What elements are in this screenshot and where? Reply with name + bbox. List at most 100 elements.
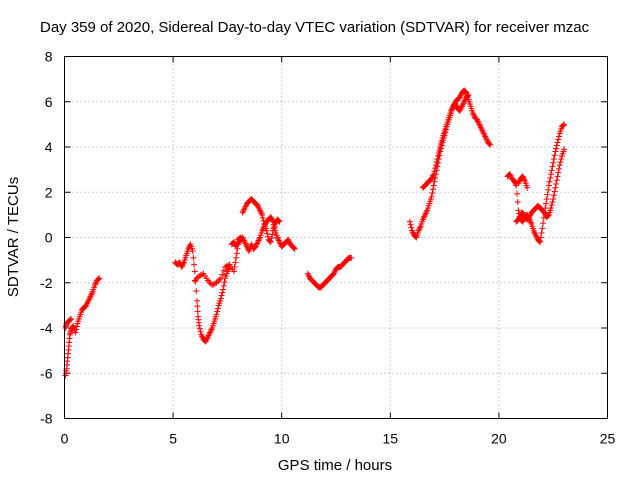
data-point — [514, 199, 521, 206]
data-point — [237, 234, 244, 241]
data-point — [537, 234, 544, 241]
data-point — [68, 315, 75, 322]
data-point — [548, 171, 555, 178]
data-point — [555, 165, 562, 172]
data-point — [432, 162, 439, 169]
data-point — [72, 329, 79, 336]
data-point — [550, 156, 557, 163]
data-point — [218, 292, 225, 299]
y-tick-label: 0 — [45, 230, 53, 246]
data-point — [556, 162, 563, 169]
data-point — [434, 156, 441, 163]
data-point — [515, 207, 522, 214]
data-point — [73, 326, 80, 333]
data-point — [230, 268, 237, 275]
data-point — [220, 282, 227, 289]
x-tick-label: 10 — [274, 431, 290, 447]
data-point — [465, 91, 472, 98]
data-point — [545, 212, 552, 219]
data-point — [268, 235, 275, 242]
y-tick-label: 4 — [45, 139, 53, 155]
data-point — [219, 289, 226, 296]
x-tick-label: 15 — [383, 431, 399, 447]
data-point — [236, 235, 243, 242]
data-point — [561, 146, 568, 153]
data-point — [220, 286, 227, 293]
data-point — [543, 196, 550, 203]
data-point — [549, 163, 556, 170]
data-point — [267, 239, 274, 246]
data-point — [276, 218, 283, 225]
data-point — [552, 184, 559, 191]
data-point — [560, 122, 567, 129]
data-point — [406, 218, 413, 225]
data-point — [486, 140, 493, 147]
x-tick-labels: 0 5 10 15 20 25 — [61, 431, 616, 447]
data-point — [514, 190, 520, 197]
data-point — [553, 142, 560, 149]
data-point — [430, 186, 437, 193]
data-point — [217, 295, 224, 302]
data-point — [260, 217, 267, 224]
data-point — [545, 186, 552, 193]
data-point — [437, 140, 444, 147]
data-point — [438, 137, 445, 144]
data-point — [214, 308, 221, 315]
data-point — [540, 220, 547, 227]
data-point — [538, 229, 545, 236]
data-point — [214, 305, 221, 312]
axis-ticks — [64, 56, 608, 419]
data-point — [536, 238, 543, 245]
data-point — [407, 221, 414, 228]
data-point — [219, 271, 226, 278]
data-point — [436, 147, 443, 154]
y-tick-label: -6 — [40, 365, 53, 381]
data-point — [555, 133, 562, 140]
y-tick-label: -2 — [40, 275, 53, 291]
data-point — [432, 165, 439, 172]
x-tick-label: 0 — [61, 431, 69, 447]
data-point — [555, 169, 562, 176]
data-point — [435, 150, 442, 157]
data-point — [428, 193, 435, 200]
data-point — [550, 196, 557, 203]
data-point — [416, 226, 423, 233]
data-point — [524, 184, 531, 191]
data-point — [546, 178, 553, 185]
data-point — [259, 211, 266, 218]
y-tick-label: -8 — [40, 411, 53, 427]
data-point — [539, 225, 546, 232]
data-point — [551, 188, 558, 195]
data-point — [437, 144, 444, 150]
y-tick-labels: -8 -6 -4 -2 0 2 4 6 8 — [40, 49, 53, 427]
data-point — [348, 254, 355, 261]
data-points — [62, 87, 568, 379]
data-point — [95, 275, 102, 282]
data-point — [231, 263, 238, 270]
data-point — [553, 180, 560, 187]
data-point — [199, 271, 206, 278]
data-point — [73, 323, 80, 330]
data-point — [264, 233, 271, 240]
data-point — [548, 205, 555, 212]
data-point — [189, 248, 196, 255]
x-axis-label: GPS time / hours — [278, 457, 392, 474]
data-point — [197, 328, 204, 335]
data-point — [264, 230, 271, 237]
data-point — [549, 199, 556, 206]
data-point — [225, 262, 232, 269]
data-point — [554, 173, 561, 180]
data-point — [557, 159, 564, 166]
data-point — [547, 174, 554, 181]
data-point — [196, 322, 203, 329]
data-point — [233, 250, 240, 257]
data-point — [553, 145, 560, 152]
x-tick-label: 20 — [491, 431, 507, 447]
data-point — [96, 275, 103, 282]
data-point — [561, 121, 568, 128]
data-point — [537, 239, 544, 246]
data-point — [232, 259, 239, 266]
data-point — [550, 192, 557, 199]
data-point — [464, 92, 471, 99]
data-point — [548, 167, 555, 174]
